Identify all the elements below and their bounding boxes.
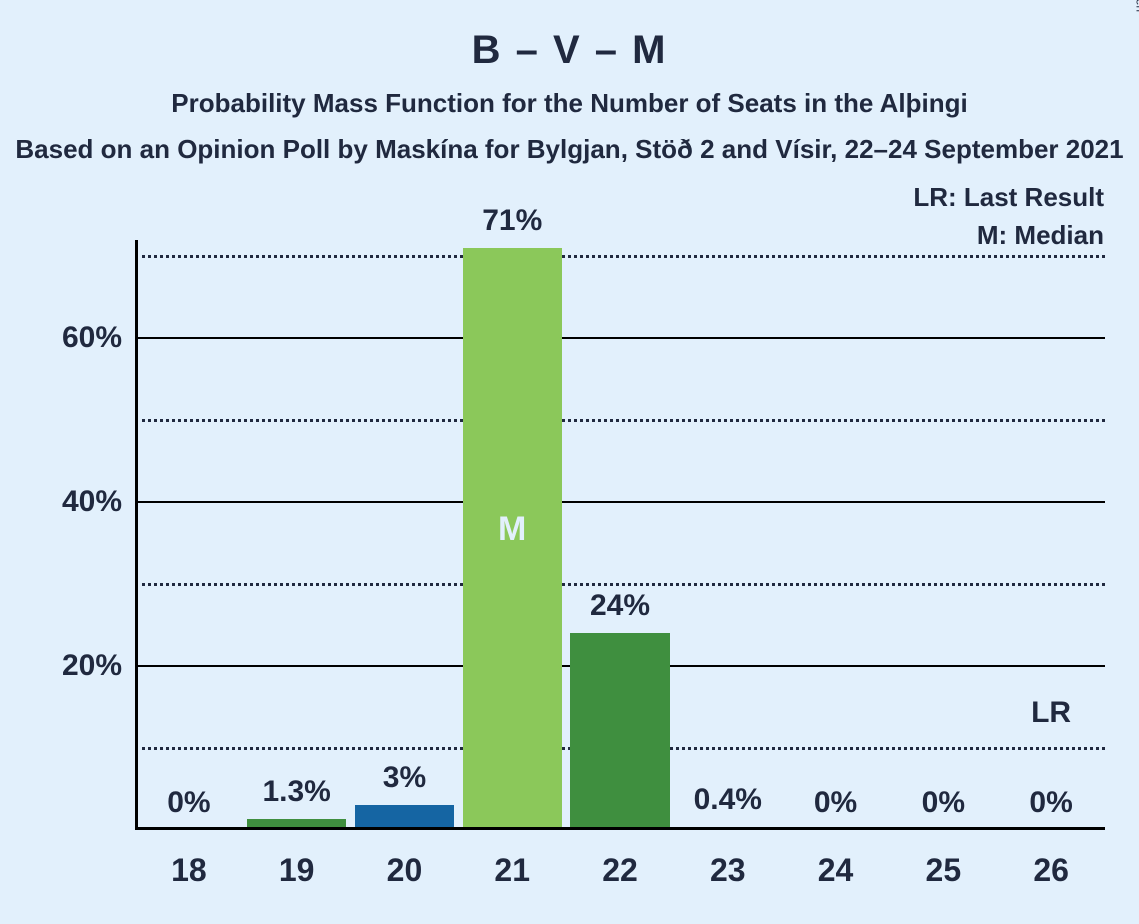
x-tick-label: 19 [279, 852, 315, 889]
x-tick-label: 20 [387, 852, 423, 889]
bar-value-label: 1.3% [262, 775, 330, 809]
bar-value-label: 0% [1029, 786, 1072, 820]
grid-minor [135, 583, 1105, 586]
x-tick-label: 23 [710, 852, 746, 889]
bar-value-label: 0% [814, 786, 857, 820]
grid-minor [135, 419, 1105, 422]
y-tick-label: 20% [0, 649, 122, 683]
y-tick-label: 40% [0, 485, 122, 519]
grid-minor [135, 255, 1105, 258]
bar-value-label: 3% [383, 761, 426, 795]
bar-value-label: 71% [482, 204, 542, 238]
bar [570, 633, 669, 830]
x-tick-label: 18 [171, 852, 207, 889]
lr-marker: LR [1031, 696, 1071, 730]
x-tick-label: 25 [926, 852, 962, 889]
x-axis [135, 827, 1105, 830]
bar-value-label: 0.4% [694, 783, 762, 817]
chart-subtitle2: Based on an Opinion Poll by Maskína for … [0, 134, 1139, 165]
grid-major [135, 337, 1105, 339]
y-tick-label: 60% [0, 321, 122, 355]
chart-subtitle: Probability Mass Function for the Number… [0, 88, 1139, 119]
page-root: © 2021 Filip van Laenen B – V – M Probab… [0, 0, 1139, 924]
bar-value-label: 0% [922, 786, 965, 820]
x-tick-label: 24 [818, 852, 854, 889]
grid-major [135, 501, 1105, 503]
x-tick-label: 22 [602, 852, 638, 889]
x-tick-label: 26 [1033, 852, 1069, 889]
chart-title: B – V – M [0, 28, 1139, 73]
legend-lr: LR: Last Result [913, 182, 1104, 213]
y-axis [135, 240, 138, 830]
median-marker: M [498, 510, 526, 549]
bar-value-label: 0% [167, 786, 210, 820]
copyright-text: © 2021 Filip van Laenen [1133, 0, 1139, 12]
plot-area: 0%1.3%3%71%24%0.4%0%0%0%MLR [135, 240, 1105, 830]
x-tick-label: 21 [494, 852, 530, 889]
bar-value-label: 24% [590, 589, 650, 623]
